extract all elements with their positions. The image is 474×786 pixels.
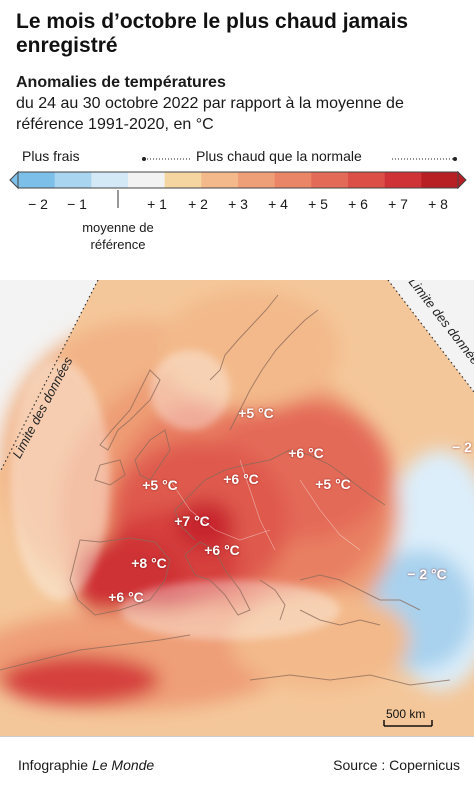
temperature-label: +6 °C — [204, 542, 240, 558]
temperature-label: +5 °C — [142, 477, 178, 493]
legend-tick: + 3 — [228, 196, 248, 212]
subtitle-description: du 24 au 30 octobre 2022 par rapport à l… — [16, 95, 404, 133]
coastlines — [0, 294, 451, 686]
no-data-area-right — [388, 280, 474, 392]
color-legend: Plus frais Plus chaud que la normale − 2… — [0, 148, 474, 258]
legend-tick: − 1 — [67, 196, 87, 212]
credit-prefix: Infographie — [18, 757, 92, 773]
source: Source : Copernicus — [333, 757, 460, 773]
legend-swatch — [128, 172, 166, 188]
legend-frame — [17, 171, 459, 189]
data-limit-line-right — [387, 280, 474, 393]
legend-swatch — [384, 172, 422, 188]
legend-tick: − 2 — [28, 196, 48, 212]
temperature-label: +6 °C — [223, 471, 259, 487]
legend-swatch — [164, 172, 202, 188]
legend-swatch — [18, 172, 56, 188]
subtitle: Anomalies de températures du 24 au 30 oc… — [16, 72, 461, 135]
legend-swatches — [18, 172, 459, 188]
legend-swatch — [201, 172, 239, 188]
temperature-label: +5 °C — [238, 405, 274, 421]
legend-tick: + 1 — [147, 196, 167, 212]
temperature-label: − 2 — [452, 439, 472, 455]
temperature-label: − 2 °C — [407, 566, 447, 582]
anomaly-map: Limite des données Limite des données +5… — [0, 280, 474, 736]
legend-swatch — [311, 172, 349, 188]
scale-label: 500 km — [386, 707, 426, 721]
legend-reference-label: moyenne de référence — [82, 220, 154, 252]
legend-tick: + 2 — [188, 196, 208, 212]
legend-swatch — [421, 172, 459, 188]
legend-cooler-label: Plus frais — [22, 148, 80, 164]
legend-tick: + 6 — [348, 196, 368, 212]
legend-warmer-dot-right — [453, 157, 457, 161]
legend-swatch — [54, 172, 92, 188]
legend-left-arrow — [9, 170, 19, 190]
legend-bar — [9, 157, 467, 208]
borders — [169, 459, 361, 551]
legend-swatch — [238, 172, 276, 188]
subtitle-heading: Anomalies de températures — [16, 74, 226, 91]
legend-tick: + 7 — [388, 196, 408, 212]
footer: Infographie Le Monde Source : Copernicus — [0, 736, 474, 786]
legend-swatch — [348, 172, 386, 188]
credit-brand: Le Monde — [91, 757, 155, 773]
temperature-label: +6 °C — [288, 445, 324, 461]
legend-warmer-label: Plus chaud que la normale — [196, 148, 362, 164]
legend-swatch — [91, 172, 129, 188]
map-graphic — [0, 280, 474, 736]
credit: Infographie Le Monde — [18, 757, 154, 773]
temperature-label: +5 °C — [315, 476, 351, 492]
chart-title: Le mois d’octobre le plus chaud jamais e… — [16, 10, 409, 57]
legend-right-arrow — [457, 170, 467, 190]
temperature-label: +7 °C — [174, 513, 210, 529]
legend-swatch — [274, 172, 312, 188]
legend-warmer-dot-left — [142, 157, 146, 161]
temperature-label: +6 °C — [108, 589, 144, 605]
temperature-label: +8 °C — [131, 555, 167, 571]
anomaly-field — [0, 290, 474, 710]
legend-tick: + 4 — [268, 196, 288, 212]
legend-tick: + 5 — [308, 196, 328, 212]
legend-tick: + 8 — [428, 196, 448, 212]
